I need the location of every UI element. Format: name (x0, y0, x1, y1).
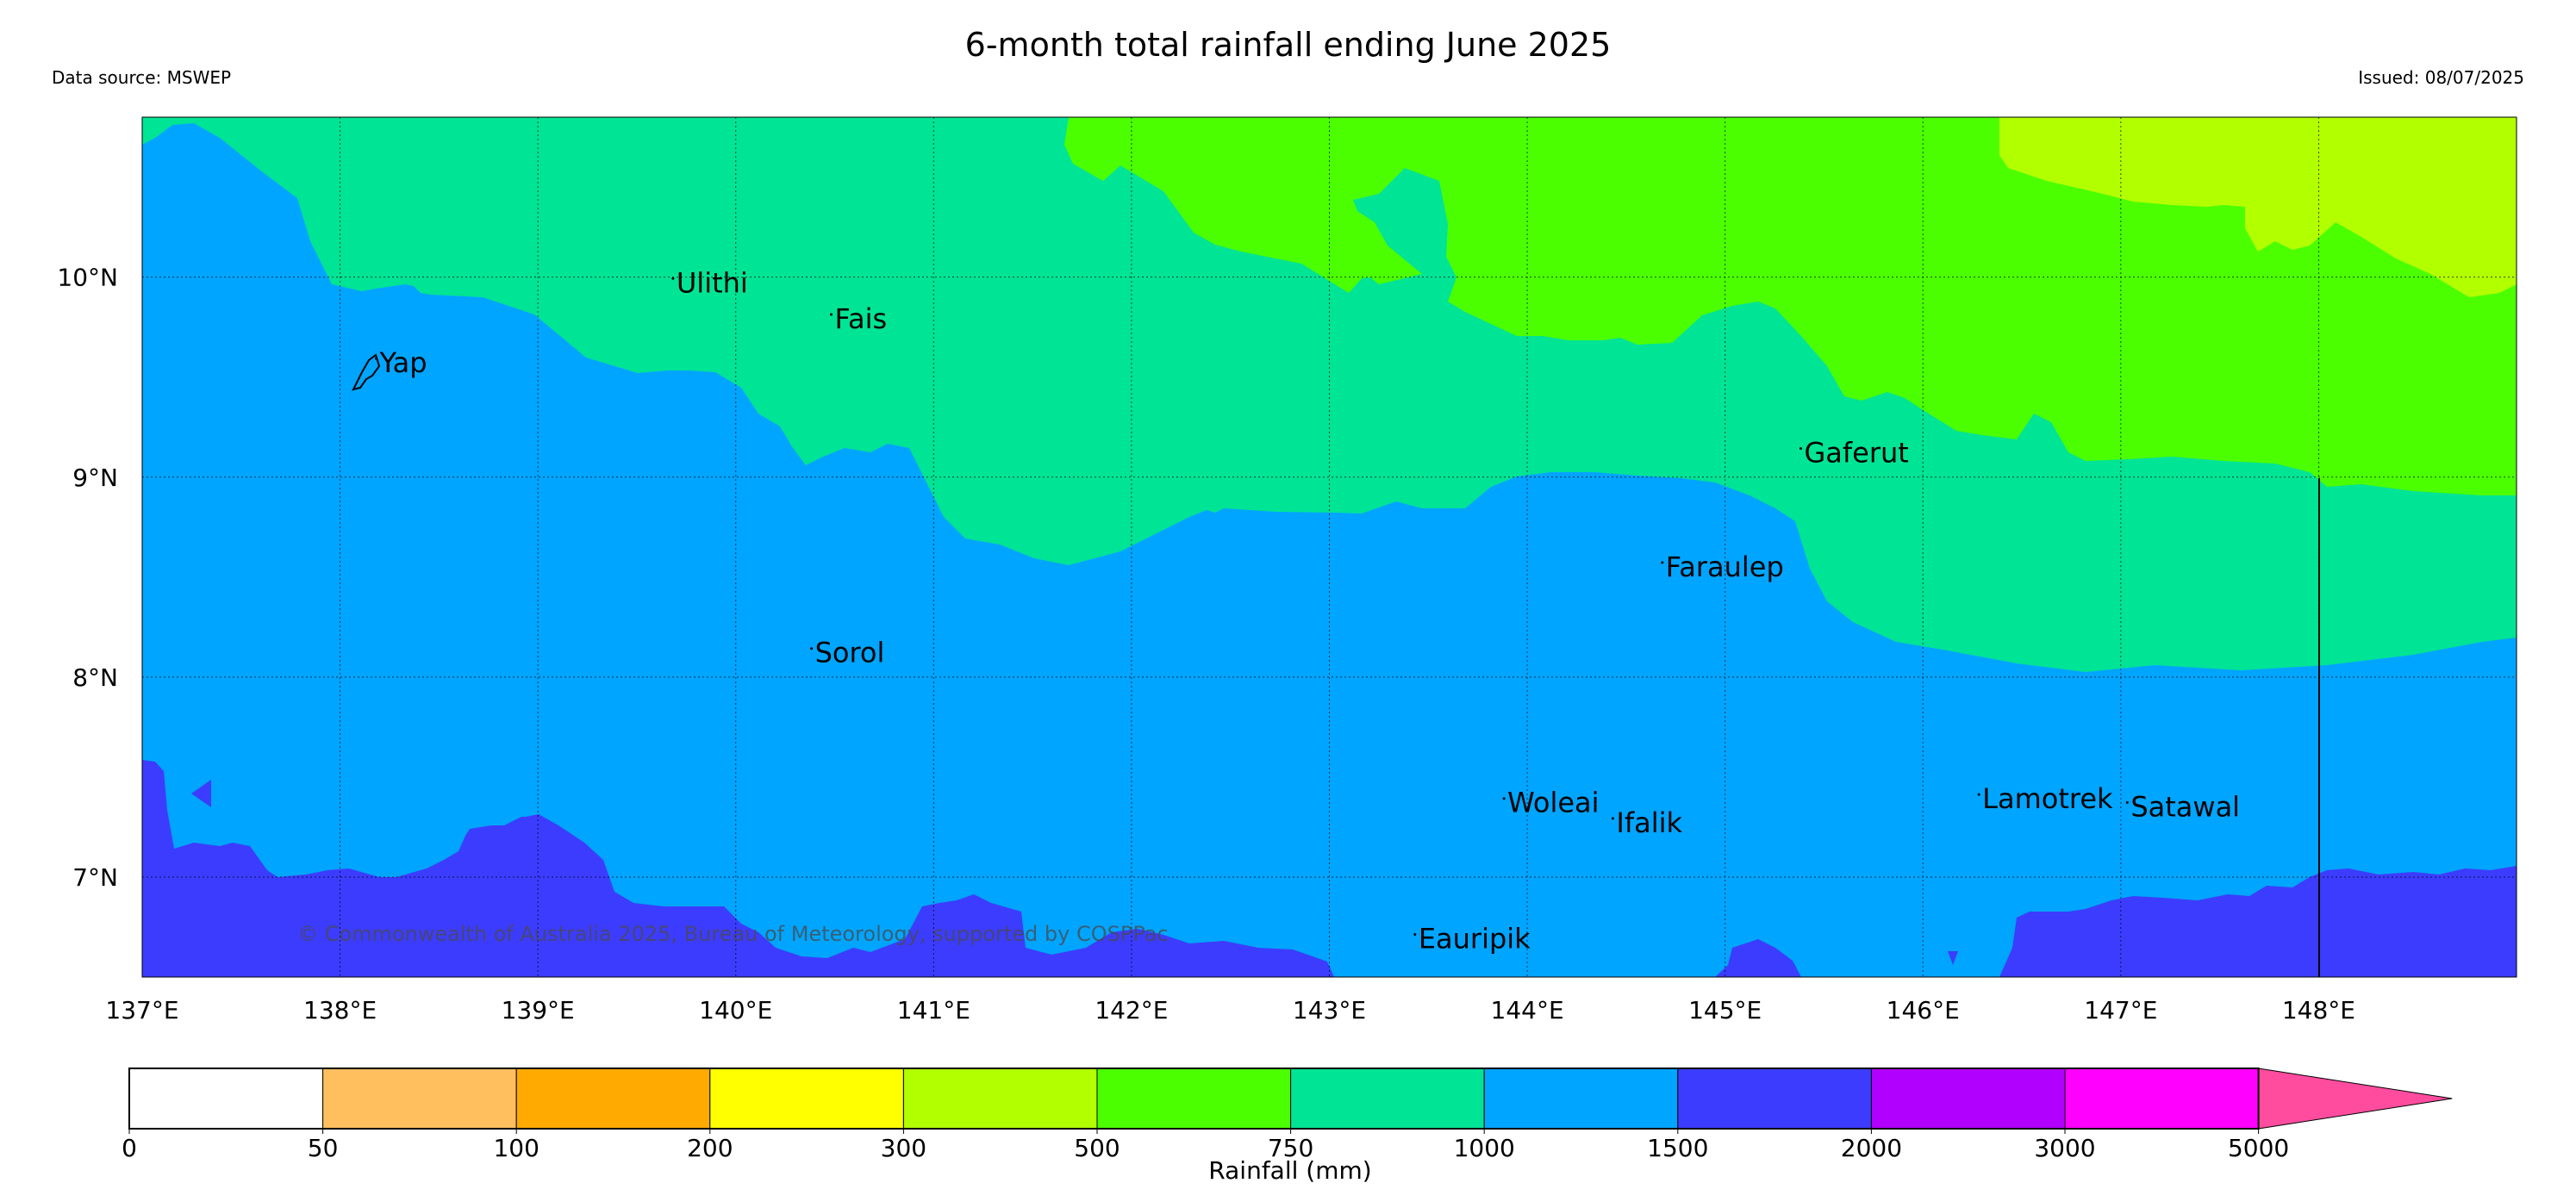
island-marker (830, 313, 833, 316)
rain-zone-1500-2000-east (1999, 866, 2517, 977)
place-label: Faraulep (1666, 551, 1784, 583)
colorbar-tick-label: 3000 (2034, 1134, 2095, 1162)
colorbar-swatch (515, 1068, 711, 1130)
colorbar-tick-label: 5000 (2228, 1134, 2289, 1162)
rain-zone-500-750 (1064, 117, 2517, 495)
island-marker (1977, 793, 1980, 796)
map-title: 6-month total rainfall ending June 2025 (964, 26, 1612, 64)
colorbar-swatch (2064, 1068, 2260, 1130)
copyright-notice: © Commonwealth of Australia 2025, Bureau… (297, 922, 1169, 946)
colorbar-tick-label: 2000 (1841, 1134, 1902, 1162)
place-label: Ulithi (677, 266, 748, 299)
island-marker (1413, 933, 1417, 937)
colorbar-tick-label: 750 (1268, 1134, 1313, 1162)
rain-zone-300-500 (1999, 117, 2517, 297)
island-marker (1661, 561, 1664, 564)
colorbar-tick-label: 500 (1074, 1134, 1120, 1162)
longitude-tick-label: 144°E (1491, 996, 1564, 1024)
longitude-tick-label: 139°E (502, 996, 575, 1024)
colorbar-swatch (1870, 1068, 2066, 1130)
latitude-tick-label: 7°N (72, 863, 118, 892)
longitude-tick-label: 147°E (2084, 996, 2157, 1024)
rain-zone-1500-2000-west (142, 760, 1334, 977)
colorbar-label: Rainfall (mm) (1208, 1156, 1371, 1185)
longitude-tick-label: 143°E (1293, 996, 1366, 1024)
place-label: Lamotrek (1982, 782, 2113, 815)
colorbar-tick-label: 1500 (1647, 1134, 1708, 1162)
colorbar-swatch (709, 1068, 904, 1130)
rainfall-colorbar: 0 50 100 200 300 500 750 1000 1500 2000 3000 5000 (122, 1068, 2453, 1162)
rain-zone-1500-2000-island (191, 780, 211, 807)
longitude-tick-label: 146°E (1887, 996, 1960, 1024)
colorbar-swatch (322, 1068, 517, 1130)
place-label: Yap (379, 346, 427, 379)
longitude-tick-label: 142°E (1095, 996, 1168, 1024)
colorbar-swatch (128, 1068, 324, 1130)
colorbar-tick-label: 50 (308, 1134, 339, 1162)
longitude-tick-label: 141°E (897, 996, 970, 1024)
island-marker (671, 277, 675, 280)
place-labels: Ulithi Fais Yap Gaferut Faraulep Sorol Woleai I… (375, 266, 2240, 956)
longitude-tick-label: 145°E (1688, 996, 1762, 1024)
colorbar-swatch (1677, 1068, 1872, 1130)
map-frame (141, 116, 2517, 978)
place-label: Sorol (815, 637, 885, 669)
latitude-tick-label: 8°N (72, 663, 118, 692)
rainfall-map-panel[interactable]: © Commonwealth of Australia 2025, Bureau… (142, 117, 2517, 977)
colorbar-tick-label: 1000 (1454, 1134, 1515, 1162)
colorbar-swatch (902, 1068, 1098, 1130)
colorbar-tick-label: 0 (122, 1134, 137, 1162)
place-label: Woleai (1507, 787, 1599, 819)
yap-island-outline (352, 353, 381, 391)
rain-zone-1500-2000-speck (1948, 951, 1958, 965)
latitude-tick-label: 9°N (72, 464, 118, 492)
colorbar-swatch (1483, 1068, 1679, 1130)
longitude-tick-label: 138°E (303, 996, 377, 1024)
island-marker (2125, 800, 2129, 804)
colorbar-extend-arrow (2258, 1068, 2453, 1130)
island-marker (375, 357, 377, 360)
colorbar-tick-label: 200 (687, 1134, 733, 1162)
colorbar-swatch (1096, 1068, 1292, 1130)
island-marker (1799, 447, 1802, 451)
colorbar-swatch (1290, 1068, 1485, 1130)
longitude-tick-label: 148°E (2282, 996, 2355, 1024)
latitude-tick-labels: 10°N 9°N 8°N 7°N (57, 264, 118, 892)
longitude-tick-label: 137°E (105, 996, 178, 1024)
place-label: Gaferut (1805, 437, 1909, 470)
longitude-tick-label: 140°E (699, 996, 772, 1024)
rain-zone-1500-2000-patch (1715, 939, 1801, 977)
colorbar-tick-label: 100 (493, 1134, 539, 1162)
colorbar-tick-label: 300 (881, 1134, 926, 1162)
place-label: Eauripik (1419, 923, 1531, 956)
place-label: Ifalik (1616, 806, 1682, 839)
issued-date-label: Issued: 08/07/2025 (2358, 67, 2524, 88)
island-marker (810, 647, 814, 651)
longitude-tick-labels: 137°E 138°E 139°E 140°E 141°E 142°E 143°E 144°E… (105, 996, 2355, 1024)
island-marker (1611, 817, 1614, 820)
place-label: Satawal (2130, 790, 2240, 823)
place-label: Fais (835, 302, 888, 335)
data-source-label: Data source: MSWEP (52, 67, 232, 88)
colorbar-outline (128, 1068, 2260, 1130)
latitude-tick-label: 10°N (57, 264, 118, 292)
map-gridlines (142, 117, 2517, 977)
island-marker (1502, 797, 1506, 800)
